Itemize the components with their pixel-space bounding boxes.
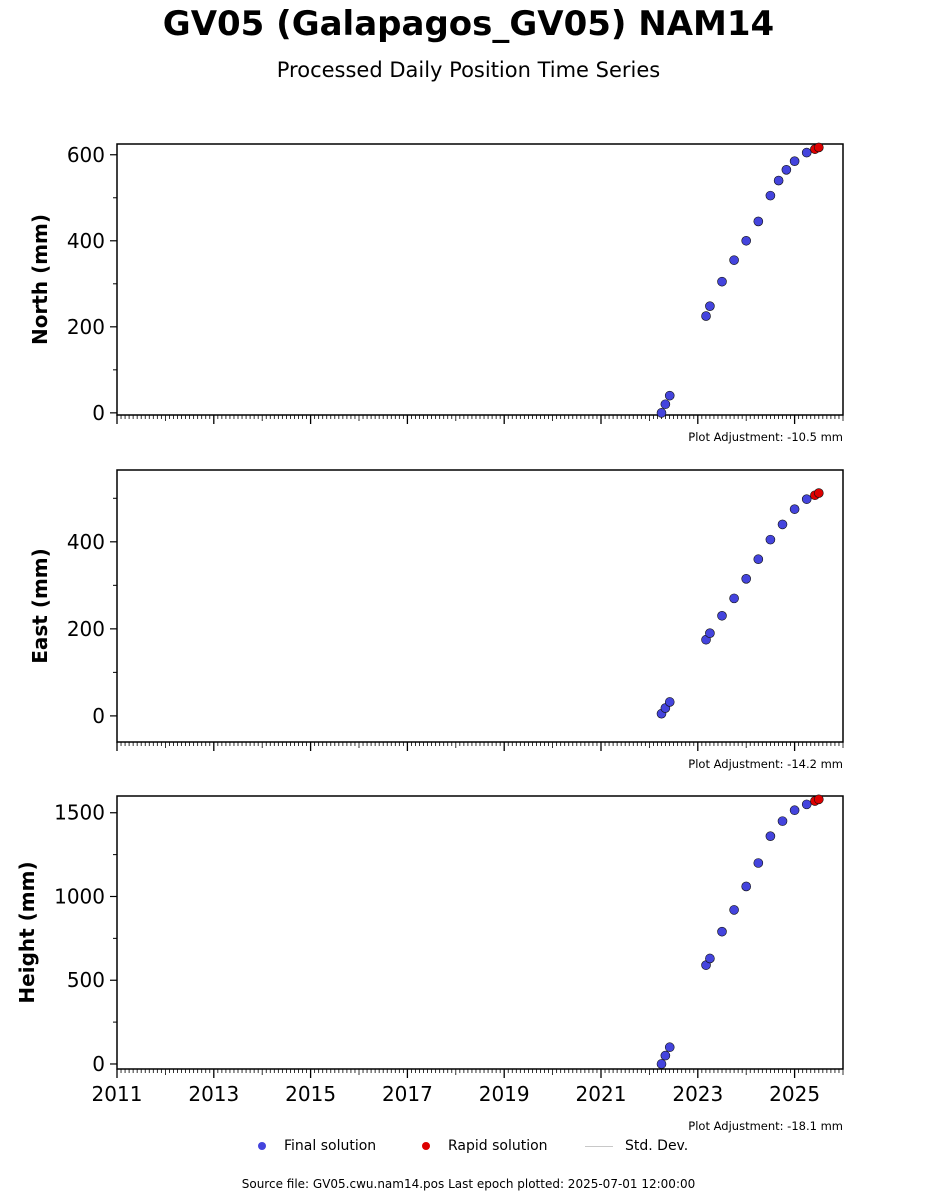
final-solution-point bbox=[765, 190, 776, 201]
final-solution-point bbox=[777, 816, 788, 826]
final-solution-point bbox=[753, 858, 764, 868]
x-tick-label: 2017 bbox=[382, 1082, 433, 1106]
final-solution-point bbox=[717, 926, 727, 937]
legend-std-label: Std. Dev. bbox=[625, 1138, 689, 1154]
y-tick-label: 500 bbox=[67, 968, 105, 992]
final-solution-point bbox=[781, 165, 792, 175]
source-footer: Source file: GV05.cwu.nam14.pos Last epo… bbox=[241, 1177, 696, 1191]
y-axis-label: Height (mm) bbox=[15, 861, 39, 1003]
chart-subtitle: Processed Daily Position Time Series bbox=[276, 58, 661, 82]
legend-rapid-label: Rapid solution bbox=[448, 1138, 548, 1154]
final-solution-point bbox=[729, 593, 739, 604]
final-solution-point bbox=[801, 799, 812, 810]
legend-final: Final solution bbox=[258, 1138, 376, 1154]
y-tick-label: 0 bbox=[92, 704, 105, 728]
y-tick-label: 1000 bbox=[54, 884, 105, 908]
x-tick-label: 2025 bbox=[769, 1082, 820, 1106]
std-dev-line-icon bbox=[585, 1145, 613, 1147]
final-solution-point bbox=[789, 504, 800, 514]
y-tick-label: 400 bbox=[67, 530, 105, 554]
legend: Final solution Rapid solution Std. Dev. bbox=[0, 1138, 937, 1158]
final-solution-point bbox=[753, 554, 764, 565]
final-solution-point bbox=[729, 255, 739, 265]
plot-frame-1 bbox=[116, 469, 844, 743]
final-solution-point bbox=[705, 628, 715, 639]
final-solution-point bbox=[729, 905, 739, 915]
final-solution-point bbox=[801, 494, 812, 504]
plot-frame-0 bbox=[116, 143, 844, 416]
rapid-solution-marker-icon bbox=[422, 1142, 430, 1150]
final-solution-point bbox=[660, 1050, 671, 1061]
final-solution-point bbox=[753, 216, 764, 227]
legend-final-label: Final solution bbox=[284, 1138, 377, 1154]
final-solution-point bbox=[705, 301, 715, 311]
final-solution-point bbox=[664, 1042, 675, 1053]
y-tick-label: 200 bbox=[67, 617, 105, 641]
chart-title: GV05 (Galapagos_GV05) NAM14 bbox=[162, 4, 775, 44]
final-solution-point bbox=[765, 534, 776, 545]
plot-adjustment-note: Plot Adjustment: -18.1 mm bbox=[688, 1119, 843, 1133]
final-solution-point bbox=[765, 831, 776, 841]
legend-std: Std. Dev. bbox=[585, 1138, 688, 1154]
final-solution-point bbox=[741, 235, 752, 246]
rapid-solution-point bbox=[813, 794, 824, 805]
final-solution-point bbox=[741, 573, 752, 584]
final-solution-point bbox=[789, 156, 800, 167]
y-tick-label: 200 bbox=[67, 315, 105, 339]
final-solution-point bbox=[717, 276, 727, 287]
plot-adjustment-note: Plot Adjustment: -14.2 mm bbox=[688, 757, 843, 771]
final-solution-point bbox=[656, 408, 667, 418]
final-solution-point bbox=[717, 610, 727, 621]
final-solution-point bbox=[801, 147, 812, 158]
y-axis-label: East (mm) bbox=[28, 548, 52, 664]
x-tick-label: 2021 bbox=[576, 1082, 627, 1106]
final-solution-point bbox=[660, 399, 671, 410]
plot-frame-2 bbox=[116, 795, 844, 1070]
rapid-solution-point bbox=[813, 488, 824, 498]
legend-rapid: Rapid solution bbox=[422, 1138, 548, 1154]
final-solution-point bbox=[777, 519, 788, 530]
final-solution-marker-icon bbox=[258, 1142, 266, 1150]
final-solution-point bbox=[789, 805, 800, 816]
y-tick-label: 400 bbox=[67, 229, 105, 253]
x-tick-label: 2011 bbox=[92, 1082, 143, 1106]
y-axis-label: North (mm) bbox=[28, 214, 52, 345]
plot-adjustment-note: Plot Adjustment: -10.5 mm bbox=[688, 430, 843, 444]
final-solution-point bbox=[705, 953, 715, 964]
y-tick-label: 0 bbox=[92, 1052, 105, 1076]
final-solution-point bbox=[664, 390, 675, 401]
x-tick-label: 2023 bbox=[672, 1082, 723, 1106]
final-solution-point bbox=[656, 1059, 667, 1069]
final-solution-point bbox=[741, 881, 752, 892]
y-tick-label: 1500 bbox=[54, 801, 105, 825]
final-solution-point bbox=[773, 175, 784, 186]
y-tick-label: 600 bbox=[67, 143, 105, 167]
y-tick-label: 0 bbox=[92, 401, 105, 425]
x-tick-label: 2013 bbox=[188, 1082, 239, 1106]
final-solution-point bbox=[701, 311, 711, 321]
x-tick-label: 2019 bbox=[479, 1082, 530, 1106]
rapid-solution-point bbox=[813, 142, 824, 153]
final-solution-point bbox=[664, 697, 675, 707]
x-tick-label: 2015 bbox=[285, 1082, 336, 1106]
